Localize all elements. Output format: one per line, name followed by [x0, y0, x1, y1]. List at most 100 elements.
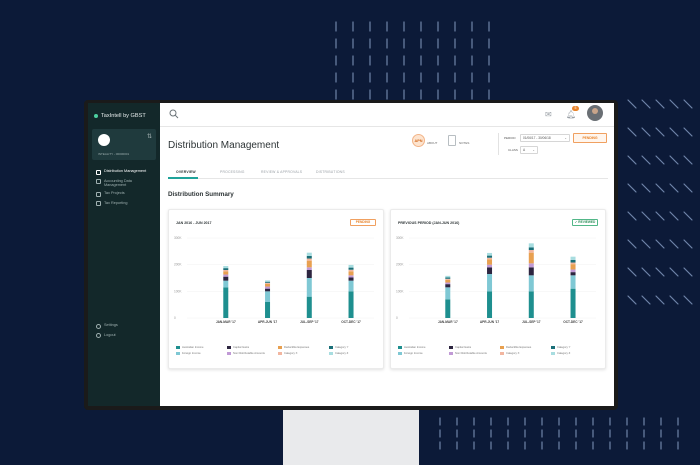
- sidebar: TaxIntell by GBST ⇅ INTEALITY - 00000001…: [88, 103, 160, 406]
- legend-swatch: [500, 352, 504, 355]
- legend-item: Australian Income: [398, 346, 426, 349]
- sidebar-item-tax-projects[interactable]: Tax Projects: [96, 191, 158, 197]
- y-tick-label: 200K: [396, 263, 404, 267]
- bar-segment: [265, 291, 271, 302]
- notes-label[interactable]: NOTES: [459, 141, 470, 145]
- legend-label: Australian Income: [404, 346, 426, 349]
- chevron-down-icon: ⌄: [564, 136, 567, 140]
- sidebar-item-accounting-data[interactable]: Accounting Data Management: [96, 179, 158, 188]
- decorative-dash: [683, 211, 693, 221]
- legend-label: Category Z: [557, 352, 571, 355]
- class-select[interactable]: A ⌄: [520, 146, 538, 154]
- y-tick-label: 0: [174, 316, 176, 320]
- decorative-dash: [655, 267, 665, 277]
- sidebar-item-distribution-management[interactable]: Distribution Management: [96, 169, 158, 175]
- bar-segment: [445, 287, 451, 300]
- bar-segment: [223, 287, 229, 318]
- apn-badge[interactable]: APN: [412, 134, 425, 147]
- bar-segment: [348, 264, 354, 268]
- profile-avatar[interactable]: [587, 105, 603, 121]
- legend-label: Category X: [284, 352, 298, 355]
- card-title: PREVIOUS PERIOD (JAN-JUN 2016): [398, 221, 460, 225]
- search-icon[interactable]: [169, 109, 179, 119]
- document-icon: [96, 179, 101, 184]
- tab-review-approvals[interactable]: REVIEW & APPROVALS: [261, 170, 303, 174]
- tab-distributions[interactable]: DISTRIBUTIONS: [316, 170, 345, 174]
- decorative-dash: [669, 267, 679, 277]
- period-select[interactable]: 01/06/17 - 30/06/18 ⌄: [520, 134, 570, 142]
- bar-segment: [570, 269, 576, 273]
- legend-item: Foreign Income: [176, 352, 201, 355]
- bar-segment: [570, 288, 576, 318]
- y-tick-label: 300K: [396, 236, 404, 240]
- monitor-frame: TaxIntell by GBST ⇅ INTEALITY - 00000001…: [84, 100, 618, 410]
- bar-segment: [223, 274, 229, 277]
- legend-label: Non Distributable Amounts: [233, 352, 265, 355]
- decorative-dash: [655, 295, 665, 305]
- legend-swatch: [176, 352, 180, 355]
- bar-segment: [348, 277, 354, 281]
- decorative-dash: [683, 99, 693, 109]
- tab-overview[interactable]: OVERVIEW: [176, 170, 196, 174]
- legend-item: Capital Gains: [449, 346, 471, 349]
- inbox-icon[interactable]: ✉: [545, 110, 552, 119]
- header-divider: [498, 133, 499, 155]
- bar-segment: [348, 267, 354, 270]
- user-card[interactable]: ⇅ INTEALITY - 00000001: [92, 129, 156, 160]
- legend-label: Deductible Expenses: [284, 346, 310, 349]
- bar-segment: [306, 260, 312, 268]
- bar-segment: [487, 291, 493, 318]
- decorative-dash: [683, 183, 693, 193]
- legend-swatch: [176, 346, 180, 349]
- brand-dot-icon: [94, 114, 98, 118]
- x-tick-label: JUL-SEP '17: [300, 320, 319, 324]
- folder-icon: [96, 201, 101, 207]
- decorative-dash: [683, 267, 693, 277]
- legend-swatch: [398, 346, 402, 349]
- x-tick-label: JAN-MAR '17: [438, 320, 458, 324]
- bar-segment: [223, 270, 229, 272]
- bar-segment: [487, 264, 493, 268]
- decorative-dash: [627, 99, 637, 109]
- decorative-dash: [669, 99, 679, 109]
- chevron-down-icon: ⌄: [532, 148, 535, 152]
- bar-segment: [528, 252, 534, 264]
- sidebar-item-settings[interactable]: Settings: [96, 323, 148, 329]
- notes-icon[interactable]: [448, 135, 456, 146]
- bar-segment: [528, 250, 534, 253]
- legend-label: Capital Gains: [455, 346, 472, 349]
- legend-swatch: [551, 346, 555, 349]
- pending-status-button[interactable]: PENDING: [573, 133, 607, 143]
- page-title: Distribution Management: [168, 140, 280, 151]
- sidebar-item-tax-reporting[interactable]: Tax Reporting: [96, 201, 158, 207]
- decorative-dash: [683, 155, 693, 165]
- about-label[interactable]: ABOUT: [427, 141, 438, 145]
- x-tick-label: APR-JUN '17: [480, 320, 500, 324]
- legend-swatch: [551, 352, 555, 355]
- bar-segment: [265, 281, 271, 283]
- legend-swatch: [227, 352, 231, 355]
- bell-icon[interactable]: 🔔︎: [566, 110, 577, 119]
- legend-swatch: [227, 346, 231, 349]
- bar-segment: [570, 264, 576, 270]
- legend-label: Deductible Expenses: [506, 346, 532, 349]
- bar-segment: [265, 286, 271, 289]
- bar-segment: [223, 266, 229, 269]
- swap-icon[interactable]: ⇅: [146, 134, 152, 140]
- bar-segment: [348, 291, 354, 318]
- sidebar-item-logout[interactable]: Logout: [96, 333, 148, 338]
- decorative-dash: [627, 239, 637, 249]
- decorative-dash: [655, 127, 665, 137]
- avatar: [98, 134, 110, 146]
- bar-segment: [445, 278, 451, 280]
- tab-processing[interactable]: PROCESSING: [220, 170, 245, 174]
- bar-segment: [306, 267, 312, 270]
- bar-segment: [265, 302, 271, 318]
- briefcase-icon: [96, 191, 101, 197]
- stacked-bar-chart: 300K 200K 100K 0 JAN-MAR '17 APR-JUN '17 JUL-S…: [174, 236, 374, 324]
- sidebar-item-label: Accounting Data Management: [104, 178, 132, 187]
- bar-segment: [528, 291, 534, 318]
- decorative-dash: [641, 99, 651, 109]
- notification-badge: 5: [572, 106, 579, 111]
- y-tick-label: 0: [396, 316, 398, 320]
